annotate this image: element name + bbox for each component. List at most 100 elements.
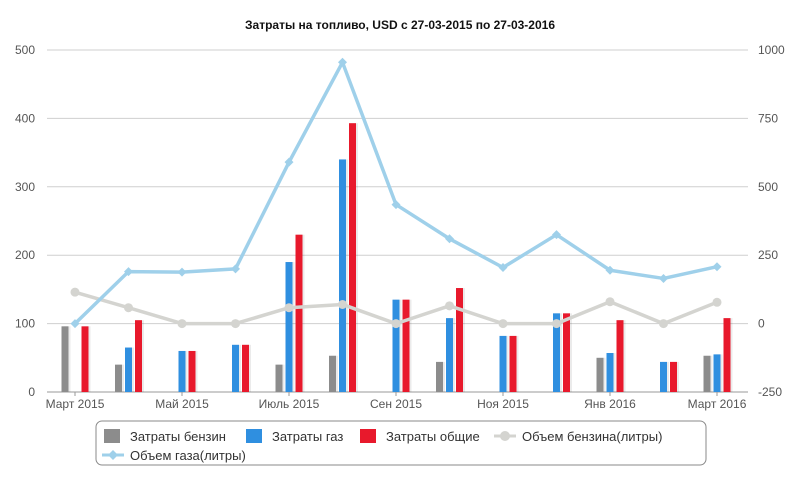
bar-затраты-газ-6 xyxy=(392,299,400,392)
bar-затраты-газ-3 xyxy=(232,344,239,392)
legend-swatch xyxy=(360,429,376,443)
bar-затраты-общие-4 xyxy=(295,234,303,392)
x-tick-label: Март 2016 xyxy=(688,397,747,411)
point-объем-бензина-литры-6 xyxy=(391,319,401,329)
bar-затраты-газ-2 xyxy=(178,350,186,392)
legend-label: Затраты газ xyxy=(272,429,343,444)
left-axis: 0 100 200 300 400 500 xyxy=(15,43,35,399)
legend-label: Объем газа(литры) xyxy=(130,448,246,463)
point-объем-газа-литры-9 xyxy=(552,230,561,240)
x-tick-label: Май 2015 xyxy=(155,397,209,411)
point-объем-газа-литры-2 xyxy=(177,267,187,277)
bar-затраты-газ-8 xyxy=(499,335,507,392)
point-объем-бензина-литры-9 xyxy=(552,319,561,329)
legend-label: Затраты общие xyxy=(386,429,480,444)
bar-затраты-газ-7 xyxy=(446,318,453,392)
legend-item-объем-бензина-литры[interactable]: Объем бензина(литры) xyxy=(494,429,662,444)
x-axis: Март 2015 Май 2015 Июль 2015 Сен 2015 Ноя 20… xyxy=(46,392,747,411)
bar-затраты-газ-12 xyxy=(713,354,721,392)
legend-item-объем-газа-литры[interactable]: Объем газа(литры) xyxy=(102,448,246,463)
bar-затраты-бензин-0 xyxy=(61,326,69,392)
point-объем-газа-литры-0 xyxy=(70,319,80,329)
bar-затраты-общие-1 xyxy=(135,320,142,392)
bar-затраты-общие-10 xyxy=(616,320,624,392)
x-tick-label: Март 2015 xyxy=(46,397,105,411)
point-объем-бензина-литры-3 xyxy=(231,319,240,329)
bar-затраты-газ-1 xyxy=(125,347,132,392)
legend-swatch xyxy=(104,429,120,443)
bar-затраты-газ-4 xyxy=(285,262,293,392)
point-объем-газа-литры-1 xyxy=(124,267,133,277)
point-объем-газа-литры-6 xyxy=(391,200,401,210)
x-tick-label: Июль 2015 xyxy=(259,397,320,411)
point-объем-бензина-литры-4 xyxy=(284,303,294,313)
legend-label: Затраты бензин xyxy=(130,429,226,444)
point-объем-бензина-литры-10 xyxy=(605,297,615,307)
right-tick-label: 250 xyxy=(758,248,778,262)
point-объем-газа-литры-10 xyxy=(605,265,615,275)
point-объем-газа-литры-12 xyxy=(712,262,722,272)
grid xyxy=(47,49,748,393)
x-tick-label: Янв 2016 xyxy=(584,397,636,411)
point-объем-бензина-литры-8 xyxy=(498,319,508,329)
bar-затраты-бензин-5 xyxy=(329,355,336,392)
bar-затраты-общие-2 xyxy=(188,350,196,392)
bar-затраты-общие-7 xyxy=(456,288,463,392)
point-объем-газа-литры-11 xyxy=(659,273,668,283)
bar-затраты-общие-6 xyxy=(402,299,410,392)
point-объем-бензина-литры-2 xyxy=(177,319,187,329)
point-объем-бензина-литры-11 xyxy=(659,319,668,329)
left-tick-label: 500 xyxy=(15,43,35,57)
bar-затраты-общие-11 xyxy=(670,361,677,392)
line-объем-газа-литры xyxy=(73,60,718,325)
point-объем-газа-литры-7 xyxy=(445,234,454,244)
bar-затраты-общие-0 xyxy=(81,326,89,392)
right-tick-label: 1000 xyxy=(758,43,785,57)
legend-item-затраты-общие[interactable]: Затраты общие xyxy=(360,429,480,444)
right-tick-label: 500 xyxy=(758,180,778,194)
right-tick-label: -250 xyxy=(758,385,782,399)
bar-затраты-бензин-10 xyxy=(596,357,604,392)
legend-item-затраты-газ[interactable]: Затраты газ xyxy=(246,429,343,444)
point-объем-газа-литры-4 xyxy=(284,157,294,167)
left-tick-label: 400 xyxy=(15,111,35,125)
legend-label: Объем бензина(литры) xyxy=(522,429,662,444)
right-axis: -250 0 250 500 750 1000 xyxy=(758,43,785,399)
right-tick-label: 0 xyxy=(758,317,765,331)
left-tick-label: 200 xyxy=(15,248,35,262)
bar-затраты-бензин-7 xyxy=(436,361,443,392)
legend-marker xyxy=(108,450,118,460)
legend-swatch xyxy=(246,429,262,443)
point-объем-бензина-литры-5 xyxy=(338,299,347,309)
legend-item-затраты-бензин[interactable]: Затраты бензин xyxy=(104,429,226,444)
point-объем-бензина-литры-0 xyxy=(70,287,80,297)
left-tick-label: 0 xyxy=(28,385,35,399)
point-объем-бензина-литры-1 xyxy=(124,303,133,313)
bar-затраты-общие-9 xyxy=(563,313,570,392)
bar-затраты-газ-10 xyxy=(606,353,614,392)
point-объем-бензина-литры-12 xyxy=(712,297,722,307)
bar-затраты-газ-5 xyxy=(339,159,346,392)
lines xyxy=(70,57,722,329)
point-объем-газа-литры-3 xyxy=(231,264,240,274)
point-объем-газа-литры-5 xyxy=(338,57,347,67)
legend: Затраты бензин Затраты газ Затраты общие Об… xyxy=(95,420,707,466)
bar-затраты-газ-9 xyxy=(553,313,560,392)
bar-затраты-бензин-1 xyxy=(115,364,122,392)
right-tick-label: 750 xyxy=(758,111,778,125)
bar-затраты-общие-5 xyxy=(349,123,356,393)
point-объем-газа-литры-8 xyxy=(498,263,508,273)
bars xyxy=(61,123,733,393)
bar-затраты-общие-3 xyxy=(242,344,249,392)
x-tick-label: Сен 2015 xyxy=(370,397,422,411)
bar-затраты-газ-11 xyxy=(660,361,667,392)
legend-marker xyxy=(500,431,510,441)
left-tick-label: 300 xyxy=(15,180,35,194)
bar-затраты-бензин-4 xyxy=(275,364,283,392)
bar-затраты-общие-8 xyxy=(509,335,517,392)
chart-title: Затраты на топливо, USD с 27-03-2015 по … xyxy=(245,18,555,32)
bar-затраты-общие-12 xyxy=(723,318,731,392)
bar-затраты-бензин-12 xyxy=(703,355,711,392)
x-tick-label: Ноя 2015 xyxy=(477,397,529,411)
